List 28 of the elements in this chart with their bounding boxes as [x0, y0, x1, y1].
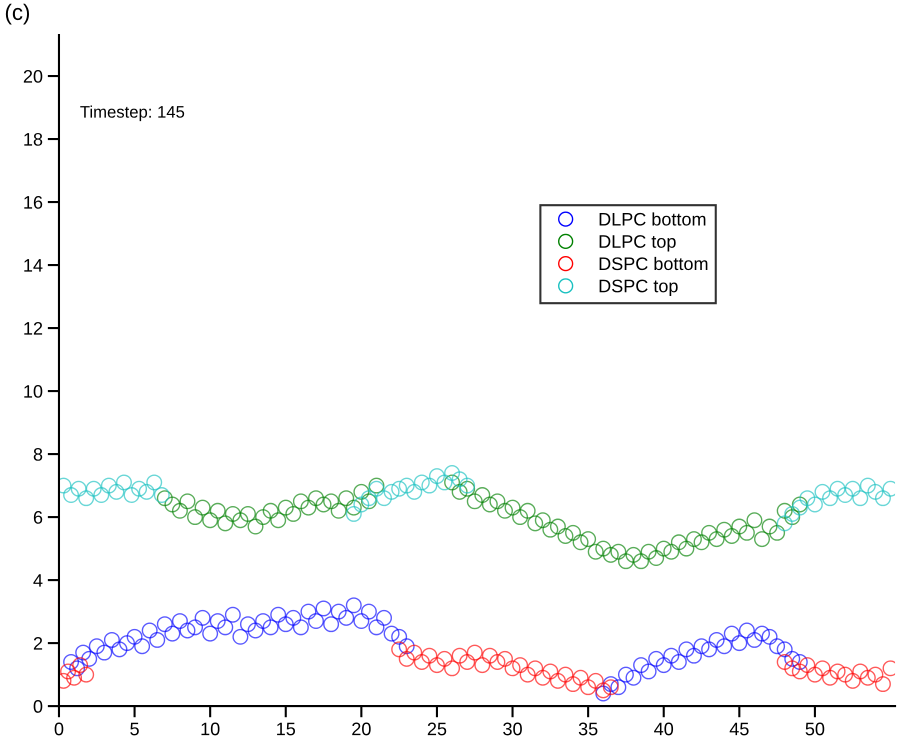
y-tick-label: 2: [34, 637, 42, 650]
x-tick-label: 45: [730, 722, 749, 736]
x-tick-label: 35: [578, 722, 598, 736]
y-tick-label: 20: [24, 70, 42, 83]
x-tick-label: 0: [54, 722, 64, 736]
x-tick-label: 15: [277, 722, 296, 736]
y-tick-label: 0: [34, 700, 42, 713]
x-tick-label: 20: [352, 722, 371, 736]
y-tick-label: 16: [24, 196, 42, 209]
y-tick-label: 6: [34, 511, 42, 524]
x-tick-label: 50: [806, 722, 824, 736]
x-tick-label: 10: [202, 722, 220, 736]
legend-label: DLPC bottom: [600, 212, 706, 226]
legend-label: DSPC top: [600, 280, 678, 296]
y-tick-label: 10: [24, 385, 42, 398]
x-tick-label: 30: [503, 722, 522, 736]
legend-label: DSPC bottom: [600, 256, 708, 270]
y-tick-label: 4: [33, 574, 42, 587]
x-tick-label: 5: [130, 722, 139, 736]
annotation: Timestep: 145: [80, 106, 184, 122]
x-tick-label: 25: [428, 722, 446, 736]
y-tick-label: 14: [24, 259, 42, 272]
legend-label: DLPC top: [600, 235, 676, 252]
y-tick-label: 12: [24, 322, 42, 335]
y-tick-label: 18: [24, 132, 42, 146]
chart-title: (c): [6, 4, 30, 24]
x-tick-label: 40: [654, 722, 674, 736]
y-tick-label: 8: [34, 448, 42, 461]
